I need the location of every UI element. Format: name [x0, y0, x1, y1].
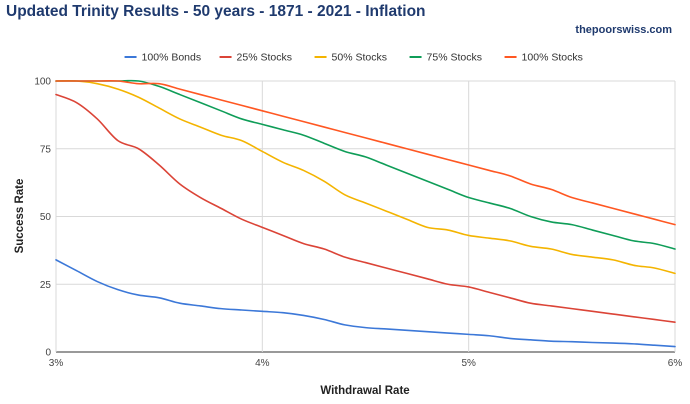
series-line-25pct-stocks	[55, 93, 676, 323]
site-watermark: thepoorswiss.com	[575, 24, 672, 36]
grid	[55, 80, 676, 353]
legend: 100% Bonds 25% Stocks 50% Stocks 75% Stocks…	[124, 52, 583, 64]
series-line-75pct-stocks	[55, 79, 676, 250]
x-tick-label: 3%	[49, 358, 64, 369]
legend-label-50pct-stocks: 50% Stocks	[332, 52, 387, 64]
series-lines	[55, 79, 676, 348]
x-tick-label: 4%	[255, 358, 270, 369]
legend-label-100pct-stocks: 100% Stocks	[522, 52, 583, 64]
series-line-100pct-stocks	[55, 80, 676, 226]
y-tick-label: 100	[34, 77, 51, 88]
y-tick-label: 0	[45, 348, 51, 359]
legend-label-25pct-stocks: 25% Stocks	[237, 52, 292, 64]
series-line-50pct-stocks	[55, 80, 676, 275]
y-tick-label: 75	[40, 144, 52, 155]
x-tick-label: 6%	[668, 358, 683, 369]
x-tick-label: 5%	[461, 358, 476, 369]
legend-label-100pct-bonds: 100% Bonds	[142, 52, 202, 64]
y-tick-label: 25	[40, 280, 52, 291]
axes: 0 25 50 75 100 3% 4% 5% 6%	[34, 77, 682, 370]
legend-label-75pct-stocks: 75% Stocks	[427, 52, 482, 64]
y-tick-label: 50	[40, 212, 52, 223]
x-axis-label: Withdrawal Rate	[320, 385, 409, 397]
chart-title: Updated Trinity Results - 50 years - 187…	[6, 3, 426, 20]
y-axis-label: Success Rate	[14, 179, 26, 254]
series-line-100pct-bonds	[55, 259, 676, 348]
